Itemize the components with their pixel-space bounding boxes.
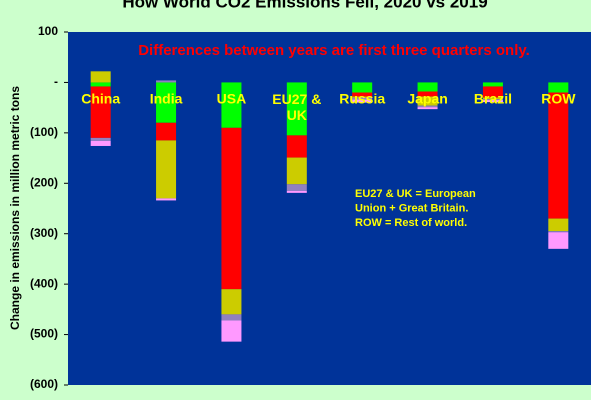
bar-segment (352, 92, 373, 97)
bar-segment (548, 232, 569, 249)
chart-title: How World CO2 Emissions Fell, 2020 vs 20… (122, 0, 487, 11)
annotation: Differences between years are first thre… (138, 42, 530, 59)
bar-segment (221, 314, 242, 321)
bar-segment (352, 96, 373, 98)
y-tick-label: (500) (30, 327, 58, 341)
bar-segment (352, 99, 373, 103)
y-tick-label: (300) (30, 226, 58, 240)
bar-segment (482, 86, 503, 98)
bar-segment (221, 127, 242, 290)
note: ROW = Rest of world. (355, 217, 467, 229)
bar-segment (352, 97, 373, 100)
bar-segment (548, 82, 569, 93)
bar-segment (482, 100, 503, 103)
bar-segment (156, 80, 177, 83)
bar-segment (221, 82, 242, 128)
bar-segment (286, 184, 307, 191)
y-tick-label: - (54, 75, 58, 89)
bar-segment (156, 122, 177, 141)
bar-segment (417, 107, 438, 110)
x-tick-label: Japan (407, 91, 447, 107)
y-tick-label: (100) (30, 125, 58, 139)
bar-segment (221, 320, 242, 342)
x-tick-label: Brazil (474, 91, 512, 107)
bar-segment (90, 137, 111, 141)
bar-segment (90, 140, 111, 146)
bar-segment (286, 135, 307, 158)
bar-segment (90, 82, 111, 87)
bar-segment (156, 198, 177, 201)
y-axis-label: Change in emissions in million metric to… (8, 86, 22, 330)
y-tick-label: (600) (30, 377, 58, 391)
plot-area (68, 32, 591, 385)
bar-segment (352, 82, 373, 93)
bar-segment (417, 105, 438, 108)
bar-segment (548, 92, 569, 219)
bar-segment (156, 82, 177, 123)
bar-segment (90, 71, 111, 83)
x-tick-label: China (81, 91, 120, 107)
bar-segment (417, 96, 438, 106)
x-tick-label: ROW (541, 91, 576, 107)
bar-segment (286, 190, 307, 193)
bar-segment (156, 140, 177, 199)
x-tick-label: EU27 & UK (272, 91, 321, 123)
y-tick-label: 100 (38, 24, 58, 38)
bar-segment (548, 231, 569, 233)
bar-segment (221, 289, 242, 315)
bar-segment (286, 82, 307, 136)
note: EU27 & UK = European (355, 188, 476, 200)
bar-segment (286, 157, 307, 185)
bar-segment (482, 97, 503, 100)
note: Union + Great Britain. (355, 202, 468, 214)
x-tick-label: India (150, 91, 183, 107)
bar-segment (417, 82, 438, 92)
bar-segment (90, 86, 111, 138)
bar-segment (482, 99, 503, 101)
y-tick-label: (400) (30, 276, 58, 290)
bar-segment (482, 82, 503, 87)
bar-segment (417, 91, 438, 97)
bar-segment (548, 218, 569, 232)
x-tick-label: USA (217, 91, 247, 107)
x-tick-label: Russia (339, 91, 385, 107)
y-tick-label: (200) (30, 175, 58, 189)
